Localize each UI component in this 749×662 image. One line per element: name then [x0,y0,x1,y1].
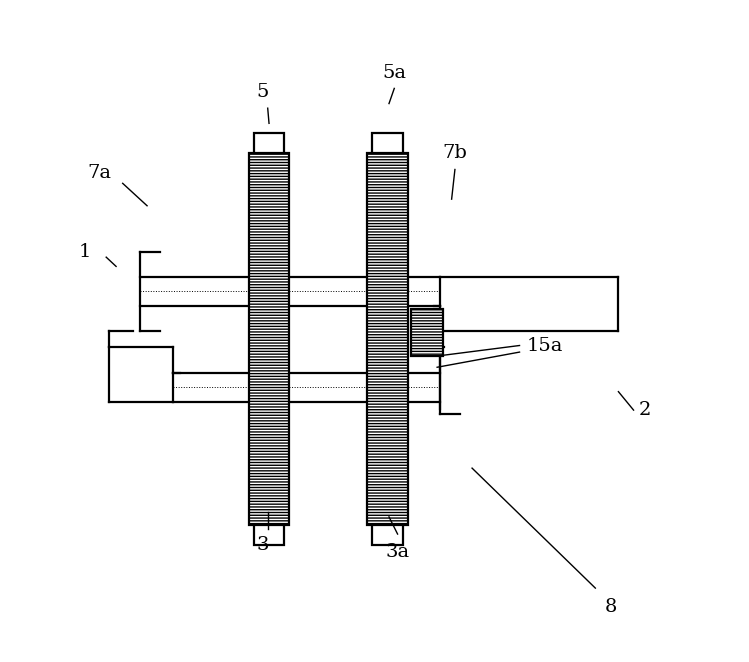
Text: 8: 8 [604,598,616,616]
Text: 7b: 7b [443,144,467,162]
Text: 1: 1 [78,243,91,261]
Bar [254,526,285,545]
Bar [367,153,408,526]
Text: 5: 5 [256,83,269,101]
Text: 2: 2 [639,401,651,419]
Text: 3: 3 [256,536,269,554]
Text: 5a: 5a [382,64,406,81]
Bar [372,526,403,545]
Text: 7a: 7a [87,164,111,182]
Bar [254,133,285,153]
Bar [249,153,289,526]
Bar [411,309,443,356]
Text: 3a: 3a [386,543,410,561]
Bar [372,133,403,153]
Text: 15a: 15a [527,336,562,355]
